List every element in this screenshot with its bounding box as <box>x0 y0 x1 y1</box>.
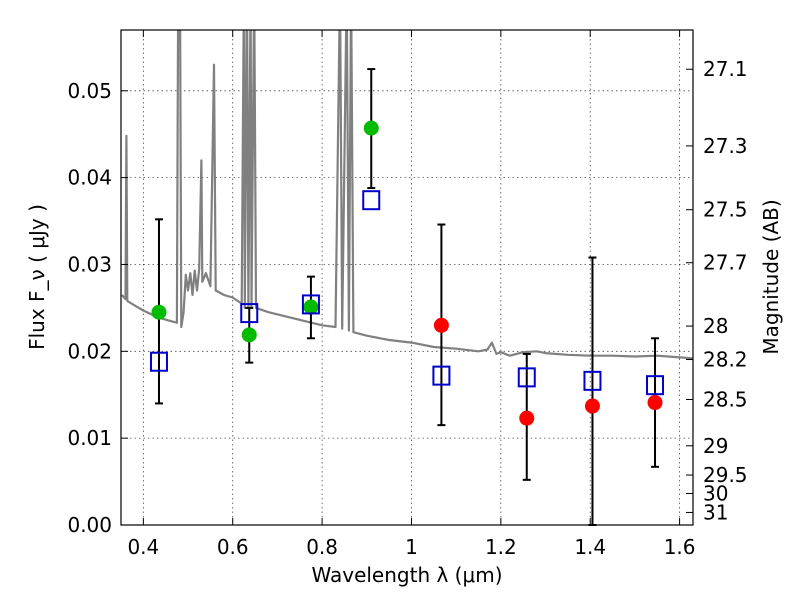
template-spectrum-line <box>121 30 693 360</box>
x-tick-label: 1.4 <box>574 535 606 559</box>
y2-axis-title: Magnitude (AB) <box>759 199 783 354</box>
model-square-marker <box>149 351 168 372</box>
x-tick-label: 1.2 <box>485 535 517 559</box>
model-square-marker <box>240 303 259 324</box>
green-data-point <box>363 120 379 136</box>
mag-tick-label: 27.5 <box>703 198 748 222</box>
x-tick-label: 0.6 <box>217 535 249 559</box>
red-data-point <box>519 410 535 426</box>
model-square-marker <box>362 190 381 211</box>
mag-tick-label: 28.5 <box>703 387 748 411</box>
data-markers <box>149 68 665 526</box>
x-tick-label: 0.4 <box>127 535 159 559</box>
y-tick-label: 0.00 <box>67 513 112 537</box>
model-square-marker <box>583 370 602 391</box>
mag-tick-label: 28.2 <box>703 348 748 372</box>
y-tick-label: 0.01 <box>67 426 112 450</box>
mag-tick-label: 30 <box>703 481 728 505</box>
green-data-point <box>151 304 167 320</box>
y-tick-label: 0.05 <box>67 79 112 103</box>
x-tick-label: 0.8 <box>306 535 338 559</box>
axis-ticks: 0.4 0.6 0.8 1 1.2 1.4 1.6 0.00 0.01 0.02 0.03 0.04 0… <box>67 30 748 559</box>
plot-frame <box>120 29 694 526</box>
y-tick-label: 0.03 <box>67 252 112 276</box>
y-tick-label: 0.04 <box>67 166 112 190</box>
x-tick-label: 1.6 <box>664 535 696 559</box>
model-square-marker <box>301 294 320 315</box>
green-data-point <box>241 327 257 343</box>
mag-tick-label: 28 <box>703 314 728 338</box>
mag-tick-label: 27.7 <box>703 251 748 275</box>
mag-tick-label: 29.5 <box>703 463 748 487</box>
red-data-point <box>433 317 449 333</box>
red-data-point <box>584 398 600 414</box>
mag-tick-label: 27.3 <box>703 134 748 158</box>
y-axis-title: Flux F_ν ( μJy ) <box>25 204 49 350</box>
x-tick-label: 1 <box>405 535 418 559</box>
data-series <box>121 30 693 360</box>
mag-tick-label: 27.1 <box>703 57 748 81</box>
y-tick-label: 0.02 <box>67 339 112 363</box>
mag-tick-label: 31 <box>703 500 728 524</box>
green-data-point <box>303 299 319 315</box>
model-square-marker <box>432 365 451 386</box>
red-data-point <box>647 395 663 411</box>
mag-tick-label: 29 <box>703 434 728 458</box>
x-axis-title: Wavelength λ (μm) <box>311 563 502 587</box>
model-square-marker <box>517 367 536 388</box>
model-square-marker <box>646 375 665 396</box>
